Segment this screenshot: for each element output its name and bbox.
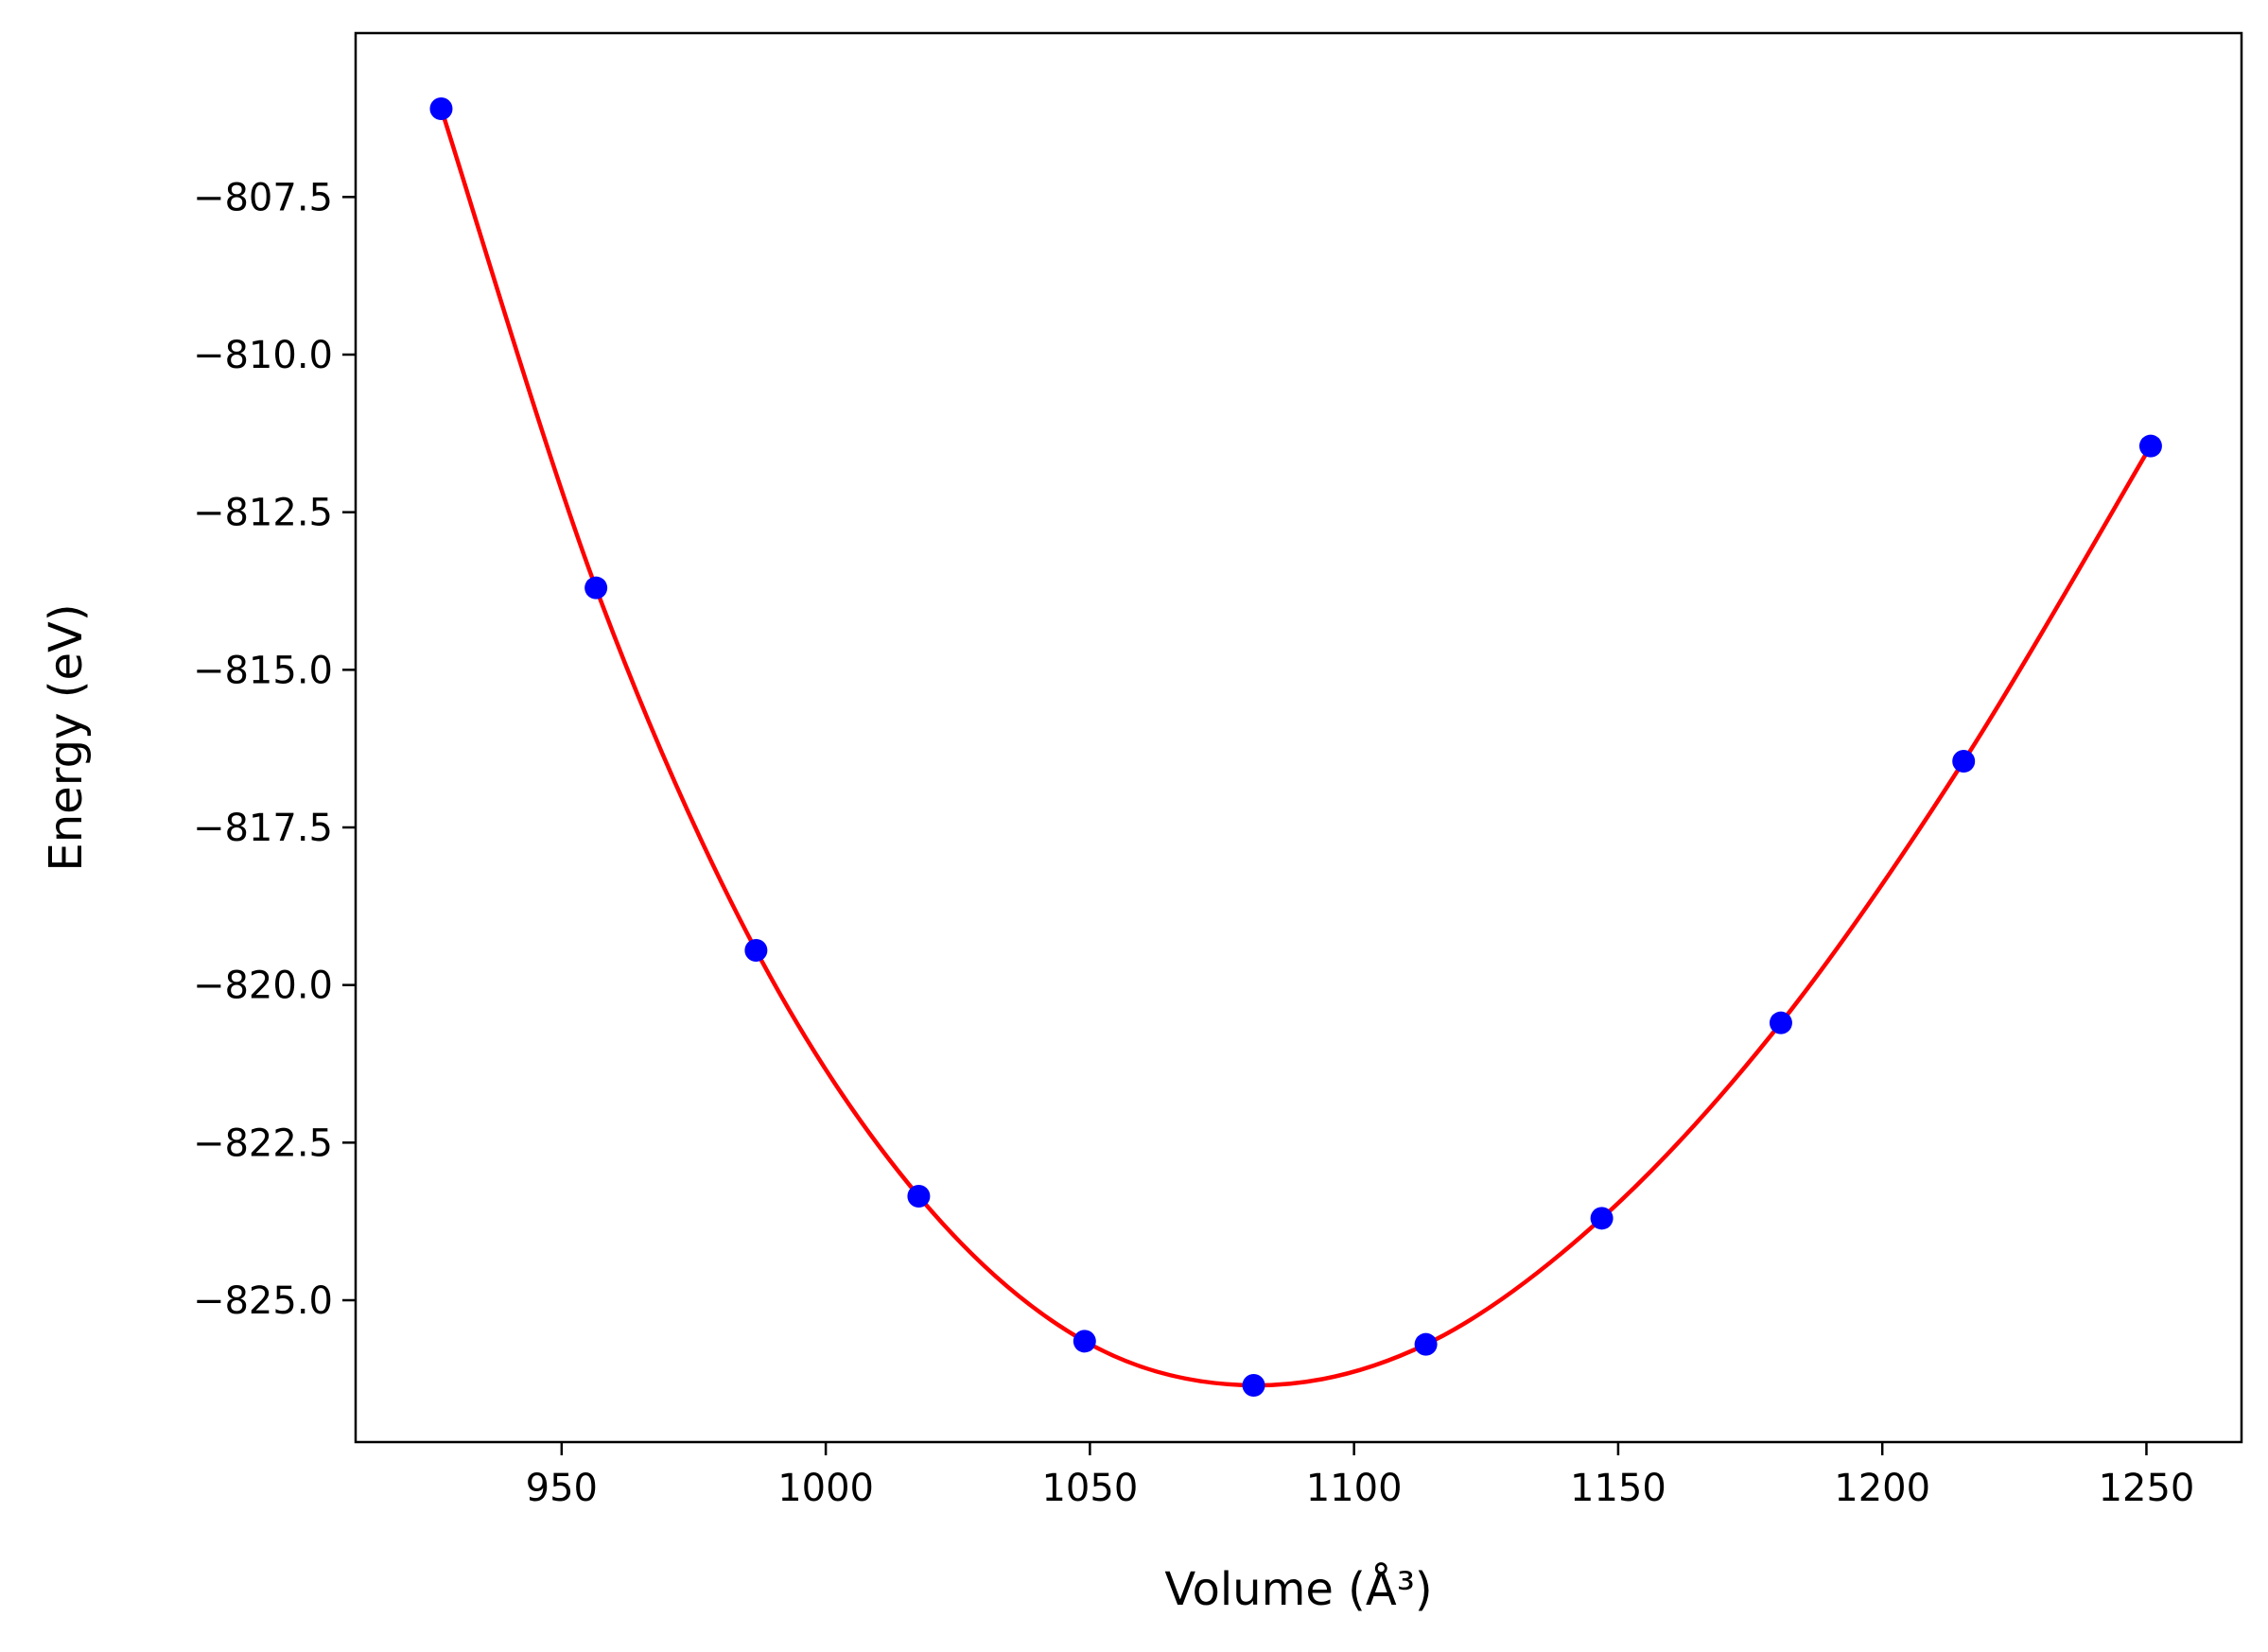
x-tick-label: 1150 [1570,1467,1666,1510]
data-point [2138,434,2162,458]
data-point [1769,1011,1792,1035]
data-point [429,97,453,120]
data-point [1952,750,1976,773]
data-point [1590,1207,1614,1230]
y-tick-label: −817.5 [193,807,333,850]
data-point [584,576,608,600]
x-tick-label: 1200 [1834,1467,1930,1510]
fit-curve-layer [439,108,2153,1388]
plot-background [356,33,2242,1442]
y-tick-label: −825.0 [193,1279,333,1323]
x-tick-label: 1250 [2099,1467,2195,1510]
y-tick-label: −820.0 [193,965,333,1008]
fit-curve-line [439,108,2153,1388]
data-point [907,1185,931,1208]
data-points-layer [429,97,2162,1397]
data-point [1414,1332,1438,1356]
x-axis-ticks: 950 1000 1050 1100 1150 1200 1250 [526,1442,2195,1510]
y-axis-title: Energy (eV) [40,603,93,871]
y-tick-label: −822.5 [193,1122,333,1165]
x-axis-title: Volume (Å³) [1164,1562,1432,1616]
y-tick-label: −807.5 [193,176,333,219]
x-tick-label: 950 [526,1467,598,1510]
y-tick-label: −812.5 [193,492,333,535]
y-tick-label: −810.0 [193,334,333,377]
x-tick-label: 1050 [1041,1467,1138,1510]
data-point [1073,1330,1096,1353]
y-tick-label: −815.0 [193,649,333,692]
plot-frame [354,31,2243,1444]
data-point [744,939,768,962]
x-tick-label: 1000 [777,1467,874,1510]
data-point [1242,1374,1265,1397]
y-axis-ticks: −807.5 −810.0 −812.5 −815.0 −817.5 −820.0 −822… [193,176,356,1323]
x-tick-label: 1100 [1306,1467,1403,1510]
